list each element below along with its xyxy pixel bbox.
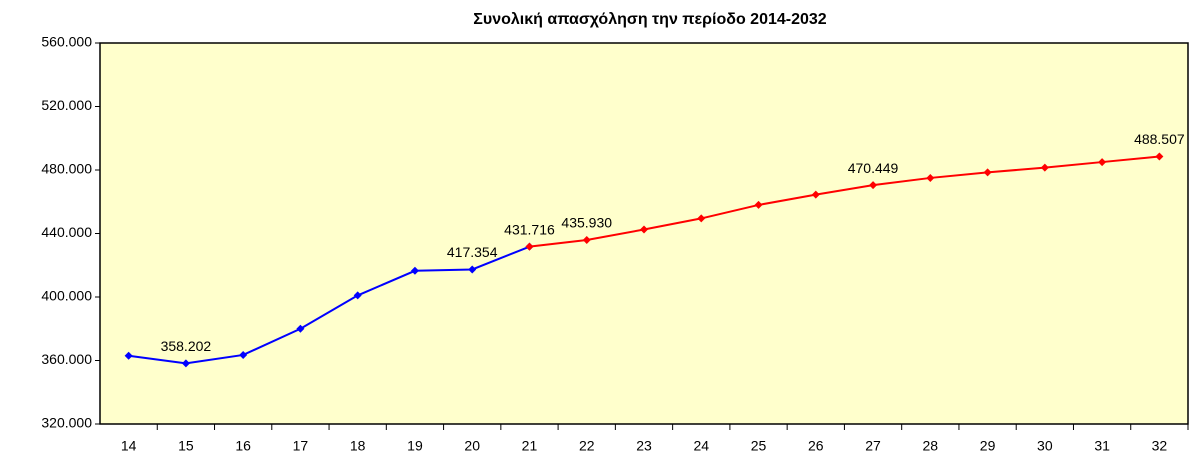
- x-tick-label: 22: [579, 438, 595, 454]
- x-tick-label: 23: [636, 438, 652, 454]
- y-tick-label: 560.000: [41, 34, 92, 50]
- y-tick-label: 400.000: [41, 288, 92, 304]
- point: [1155, 152, 1164, 161]
- x-tick-label: 18: [350, 438, 366, 454]
- y-tick-label: 320.000: [41, 415, 92, 431]
- data-label: 417.354: [447, 244, 498, 260]
- point: [582, 235, 591, 244]
- x-tick-label: 14: [121, 438, 137, 454]
- x-tick-label: 17: [293, 438, 309, 454]
- x-tick-label: 20: [464, 438, 480, 454]
- data-label: 435.930: [561, 215, 612, 231]
- point: [697, 214, 706, 223]
- point: [124, 351, 133, 360]
- x-tick-label: 30: [1037, 438, 1053, 454]
- point: [811, 190, 820, 199]
- x-tick-label: 28: [923, 438, 939, 454]
- point: [1098, 158, 1107, 167]
- x-tick-label: 26: [808, 438, 824, 454]
- y-tick-label: 360.000: [41, 351, 92, 367]
- x-tick-label: 32: [1152, 438, 1168, 454]
- data-label: 431.716: [504, 221, 555, 237]
- x-tick-label: 25: [751, 438, 767, 454]
- x-tick-label: 31: [1094, 438, 1110, 454]
- point: [353, 291, 362, 300]
- data-label: 488.507: [1134, 131, 1185, 147]
- data-label: 470.449: [848, 160, 899, 176]
- chart-title: Συνολική απασχόληση την περίοδο 2014-203…: [473, 11, 826, 28]
- y-tick-label: 520.000: [41, 97, 92, 113]
- x-tick-label: 16: [235, 438, 251, 454]
- point: [983, 168, 992, 177]
- point: [640, 225, 648, 234]
- point: [1040, 163, 1049, 172]
- point: [410, 266, 419, 275]
- series-line: [128, 245, 530, 365]
- y-tick-label: 480.000: [41, 161, 92, 177]
- y-tick-label: 440.000: [41, 224, 92, 240]
- series-line: [529, 155, 1160, 248]
- point: [468, 265, 477, 274]
- data-label: 358.202: [161, 338, 212, 354]
- x-tick-label: 21: [522, 438, 538, 454]
- point: [296, 324, 305, 333]
- point: [525, 242, 534, 251]
- x-tick-label: 15: [178, 438, 194, 454]
- x-tick-label: 19: [407, 438, 423, 454]
- point: [869, 181, 878, 190]
- x-tick-label: 29: [980, 438, 996, 454]
- point: [239, 350, 248, 359]
- plot-border: [99, 42, 1189, 425]
- point: [754, 200, 763, 209]
- x-tick-label: 27: [865, 438, 881, 454]
- x-tick-label: 24: [693, 438, 709, 454]
- point: [181, 359, 190, 368]
- point: [926, 173, 935, 182]
